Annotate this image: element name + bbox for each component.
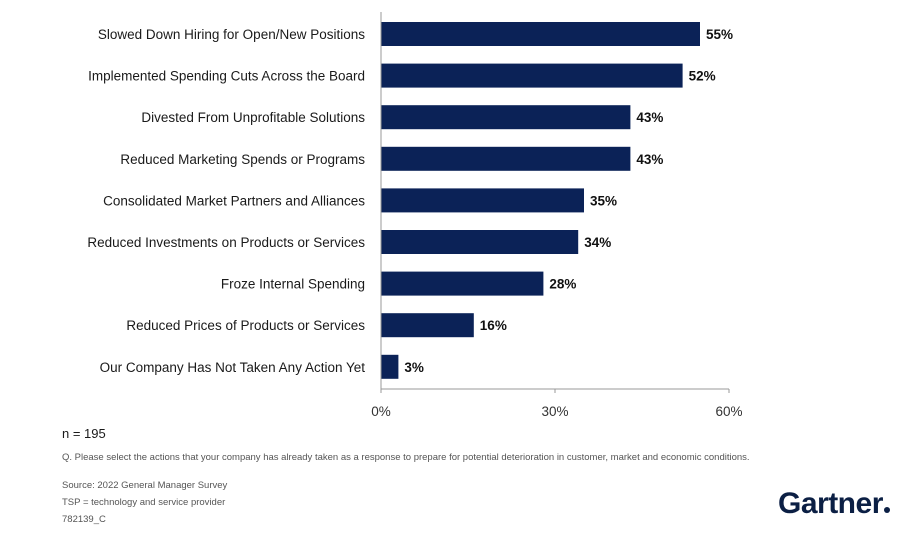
- category-label: Reduced Prices of Products or Services: [126, 318, 365, 333]
- chart-id-code: 782139_C: [62, 514, 106, 525]
- value-label: 43%: [636, 152, 663, 167]
- category-label: Reduced Marketing Spends or Programs: [120, 152, 365, 167]
- bar: [381, 188, 584, 213]
- bar: [381, 105, 631, 130]
- category-label: Froze Internal Spending: [221, 277, 365, 292]
- value-label: 34%: [584, 235, 611, 250]
- x-tick-label: 60%: [715, 404, 742, 419]
- x-tick-label: 0%: [371, 404, 391, 419]
- bar: [381, 146, 631, 171]
- category-label: Consolidated Market Partners and Allianc…: [103, 193, 365, 208]
- category-label: Slowed Down Hiring for Open/New Position…: [98, 27, 365, 42]
- category-label: Divested From Unprofitable Solutions: [141, 110, 365, 125]
- value-label: 55%: [706, 27, 733, 42]
- bar: [381, 313, 474, 338]
- bar: [381, 271, 544, 296]
- value-label: 3%: [404, 360, 424, 375]
- abbreviation-note: TSP = technology and service provider: [62, 497, 226, 508]
- logo-dot: [883, 507, 890, 513]
- survey-question-note: Q. Please select the actions that your c…: [62, 452, 750, 463]
- category-label: Our Company Has Not Taken Any Action Yet: [100, 360, 366, 375]
- bar: [381, 63, 683, 88]
- category-label: Implemented Spending Cuts Across the Boa…: [88, 69, 365, 84]
- value-label: 28%: [549, 277, 576, 292]
- x-axis-ticks: 0% 30% 60%: [371, 389, 743, 419]
- value-label: 35%: [590, 193, 617, 208]
- value-label: 52%: [689, 69, 716, 84]
- category-label: Reduced Investments on Products or Servi…: [87, 235, 365, 250]
- source-note: Source: 2022 General Manager Survey: [62, 480, 228, 491]
- bar: [381, 22, 700, 46]
- bar: [381, 354, 399, 379]
- category-labels: Slowed Down Hiring for Open/New Position…: [87, 27, 365, 375]
- value-label: 43%: [636, 110, 663, 125]
- logo-text: Gartner: [778, 487, 883, 520]
- sample-size-note: n = 195: [62, 426, 106, 441]
- gartner-logo: Gartner: [778, 487, 890, 521]
- bar: [381, 230, 579, 254]
- bar-chart: Slowed Down Hiring for Open/New Position…: [87, 12, 743, 419]
- value-label: 16%: [480, 318, 507, 333]
- bars: [381, 22, 700, 379]
- value-labels: 55% 52% 43% 43% 35% 34% 28% 16% 3%: [404, 27, 733, 375]
- x-tick-label: 30%: [541, 404, 568, 419]
